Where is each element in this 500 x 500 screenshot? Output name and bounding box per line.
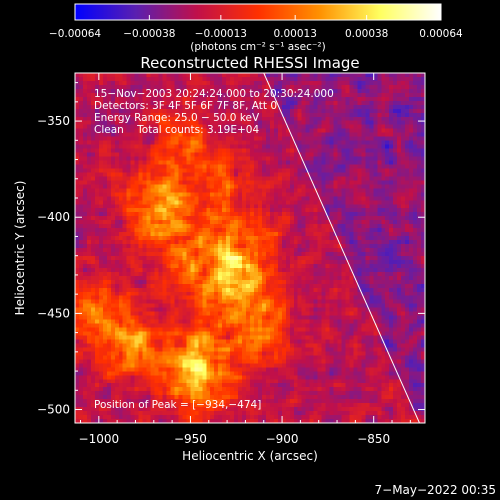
colorbar-units: (photons cm⁻² s⁻¹ asec⁻²) [190, 41, 325, 53]
colorbar-gradient [75, 4, 441, 20]
colorbar-frame [74, 3, 442, 21]
y-tick-label: −500 [37, 403, 70, 417]
x-tick-label: −850 [357, 432, 390, 446]
x-tick-label: −900 [266, 432, 299, 446]
plot-frame [74, 72, 426, 424]
y-axis-label: Heliocentric Y (arcsec) [13, 181, 27, 316]
annotation-detectors: Detectors: 3F 4F 5F 6F 7F 8F, Att 0 [94, 100, 277, 112]
annotation-time: 15−Nov−2003 20:24:24.000 to 20:30:24.000 [94, 88, 334, 100]
colorbar-tick-label: −0.00013 [195, 28, 247, 40]
x-tick-label: −950 [174, 432, 207, 446]
annotation-counts: Clean Total counts: 3.19E+04 [94, 124, 259, 136]
annotation-block: 15−Nov−2003 20:24:24.000 to 20:30:24.000… [94, 88, 334, 411]
y-tick-label: −450 [37, 306, 70, 320]
colorbar-tick-label: 0.00038 [345, 28, 388, 40]
colorbar-tick-label: 0.00064 [419, 28, 463, 40]
heatmap-image [75, 73, 425, 423]
colorbar-tick-label: −0.00064 [49, 28, 102, 40]
colorbar: −0.00064 −0.00038 −0.00013 0.00013 0.00038 0.… [49, 3, 463, 53]
peak-position-label: Position of Peak = [−934,−474] [94, 399, 261, 411]
colorbar-tick-label: 0.00013 [273, 28, 316, 40]
y-tick-label: −350 [37, 114, 70, 128]
timestamp: 7−May−2022 00:35 [375, 483, 497, 497]
plot-area: −1000 −950 −900 −850 −350 −400 −450 −500 [37, 72, 426, 446]
colorbar-tick-label: −0.00038 [123, 28, 175, 40]
chart-title: Reconstructed RHESSI Image [140, 54, 359, 72]
x-axis-label: Heliocentric X (arcsec) [182, 449, 318, 463]
y-tick-label: −400 [37, 210, 70, 224]
annotation-energy: Energy Range: 25.0 − 50.0 keV [94, 112, 260, 124]
solar-limb-line [263, 73, 420, 423]
x-tick-label: −1000 [79, 432, 120, 446]
